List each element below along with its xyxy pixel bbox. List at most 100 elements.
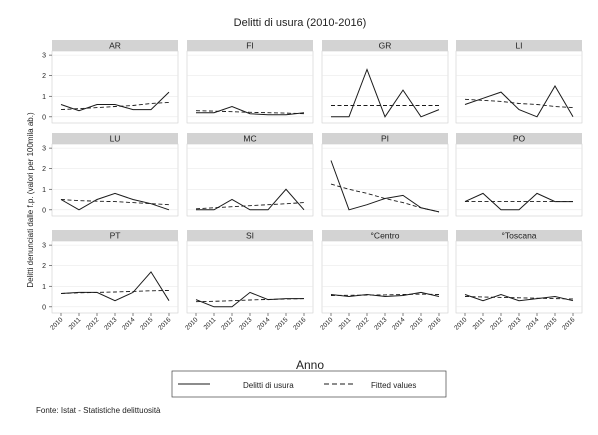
panel-title: MC [243,134,256,144]
observed-usura-line [331,68,440,118]
x-tick-label: 2016 [561,316,576,331]
x-tick-label: 2015 [139,316,154,331]
fitted-values-line [60,289,170,294]
y-tick-label: 3 [42,53,46,60]
panel-header [52,230,178,241]
panel-title: °Centro [371,231,400,241]
x-tick-label: 2016 [292,316,307,331]
panel-plot-area [51,143,179,217]
fitted-values-line [330,293,440,296]
panel-title: SI [246,231,254,241]
x-tick-label: 2014 [256,316,271,331]
y-tick-label: 2 [42,166,46,173]
x-tick-label: 2013 [507,316,522,331]
legend: Delitti di usura Fitted values [171,370,447,398]
x-tick-label: 2014 [525,316,540,331]
panel-header [456,40,582,51]
legend-fitted-label: Fitted values [371,381,416,390]
x-tick-label: 2011 [203,316,218,331]
panel-plot-area [455,143,583,217]
panel: LI [455,40,583,124]
y-tick-label: 1 [42,284,46,291]
observed-usura-line [60,271,170,302]
fitted-values-line [60,199,170,206]
x-tick-label: 2014 [121,316,136,331]
x-tick-label: 2015 [543,316,558,331]
x-tick-label: 2011 [338,316,353,331]
chart-title: Delitti di usura (2010-2016) [234,17,367,29]
x-tick-label: 2012 [489,316,504,331]
y-tick-label: 3 [42,146,46,153]
panel-title: GR [379,41,392,51]
fitted-values-line [464,98,574,109]
x-tick-label: 2016 [427,316,442,331]
observed-usura-line [464,85,574,118]
panel-plot-area [321,240,449,314]
panel-title: FI [246,41,254,51]
panel-title: PI [381,134,389,144]
x-tick-label: 2010 [453,316,468,331]
fitted-values-line [60,101,170,111]
panel: LU 0 1 2 3 [42,133,179,217]
y-tick-label: 1 [42,94,46,101]
x-tick-label: 2012 [85,316,100,331]
panel: PO [455,133,583,217]
fitted-values-line [195,202,305,210]
panel-title: AR [109,41,121,51]
fitted-values-line [195,110,305,115]
panel-title: LI [515,41,522,51]
observed-usura-line [464,192,573,211]
panel-header [322,230,448,241]
panel: MC [186,133,314,217]
x-tick-label: 2010 [319,316,334,331]
panel: PT 0 1 2 3 2010 2011 2012 2013 2014 2015 2016 [42,230,179,332]
y-tick-label: 2 [42,263,46,270]
panel-plot-area [321,143,449,217]
panel: PI [321,133,449,217]
observed-usura-line [60,192,170,211]
panel-header [187,230,313,241]
panel-title: PO [513,134,526,144]
source-note: Fonte: Istat - Statistiche delittuosità [36,406,161,415]
x-tick-label: 2014 [391,316,406,331]
panel-plot-area [186,50,314,124]
panel-header [456,133,582,144]
x-tick-label: 2012 [220,316,235,331]
observed-usura-line [60,91,170,112]
panel: SI 2010 2011 2012 2013 2014 2015 2016 [184,230,314,332]
observed-usura-line [195,291,304,308]
panel-title: °Toscana [501,231,536,241]
y-tick-label: 0 [42,304,46,311]
y-tick-label: 2 [42,73,46,80]
observed-usura-line [330,160,440,213]
panel-header [187,133,313,144]
panel-plot-area [455,50,583,124]
panel: GR [321,40,449,124]
x-tick-label: 2015 [409,316,424,331]
panel: °Centro 2010 2011 2012 2013 2014 2015 2016 [319,230,449,332]
panel-header [187,40,313,51]
observed-usura-line [196,105,305,116]
panel: FI [186,40,314,124]
x-tick-label: 2013 [373,316,388,331]
y-axis-label: Delitti denunciati dalle f.p. (valori pe… [26,112,35,288]
panel-plot-area [51,50,179,124]
panel-plot-area [51,240,179,314]
panel: AR 0 1 2 3 [42,40,179,124]
y-tick-label: 0 [42,207,46,214]
x-tick-label: 2010 [184,316,199,331]
panel-header [52,133,178,144]
panel-title: PT [110,231,121,241]
x-tick-label: 2011 [68,316,83,331]
panel-header [456,230,582,241]
legend-observed-label: Delitti di usura [243,381,294,390]
panel: °Toscana 2010 2011 2012 2013 2014 2015 2016 [453,230,583,332]
x-tick-label: 2012 [355,316,370,331]
x-tick-label: 2011 [472,316,487,331]
y-tick-label: 0 [42,114,46,121]
panel-plot-area [186,240,314,314]
x-tick-label: 2013 [103,316,118,331]
y-tick-label: 1 [42,187,46,194]
